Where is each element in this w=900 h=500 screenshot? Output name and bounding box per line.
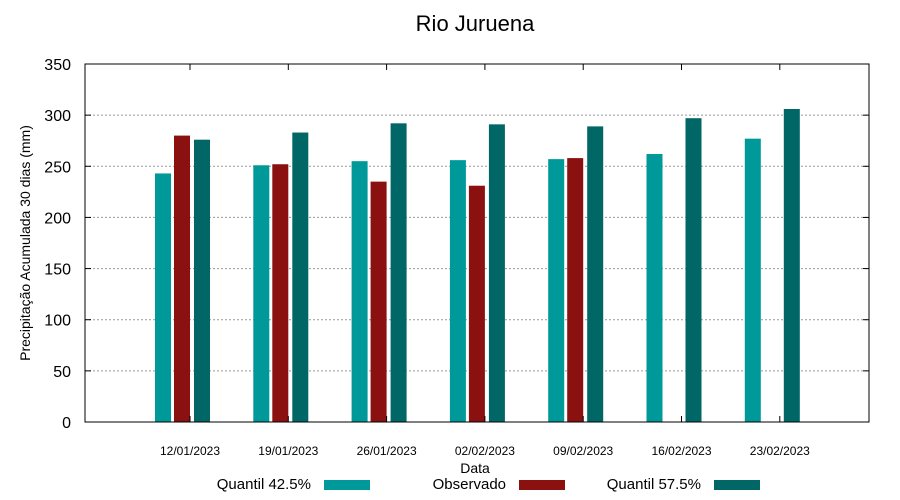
x-tick-label: 02/02/2023 bbox=[455, 444, 515, 458]
legend-label: Observado bbox=[433, 476, 506, 493]
x-tick-label: 12/01/2023 bbox=[160, 444, 220, 458]
legend-label: Quantil 42.5% bbox=[217, 476, 311, 493]
legend-swatch bbox=[324, 480, 370, 490]
bar-2 bbox=[468, 185, 485, 422]
x-tick-label: 19/01/2023 bbox=[258, 444, 318, 458]
legend: Quantil 42.5% Observado Quantil 57.5% bbox=[217, 476, 760, 493]
bar-3 bbox=[783, 109, 800, 423]
bar-1 bbox=[744, 138, 761, 422]
bar-3 bbox=[390, 123, 407, 422]
bar-1 bbox=[351, 161, 368, 422]
x-tick-label: 16/02/2023 bbox=[651, 444, 711, 458]
bar-3 bbox=[292, 132, 309, 422]
bar-1 bbox=[155, 173, 171, 422]
y-axis-label: Precipitação Acumulada 30 dias (mm) bbox=[17, 125, 33, 361]
bar-3 bbox=[685, 118, 702, 422]
bar-3 bbox=[194, 139, 210, 423]
y-tick-label: 0 bbox=[62, 415, 71, 432]
legend-label: Quantil 57.5% bbox=[607, 476, 701, 493]
bar-1 bbox=[253, 165, 270, 422]
x-tick-label: 26/01/2023 bbox=[357, 444, 417, 458]
legend-swatch bbox=[519, 480, 565, 490]
bar-2 bbox=[370, 181, 387, 422]
legend-swatch bbox=[714, 480, 760, 490]
y-tick-label: 300 bbox=[44, 108, 71, 125]
y-tick-label: 200 bbox=[44, 210, 71, 227]
bars bbox=[155, 109, 800, 423]
y-tick-label: 150 bbox=[44, 262, 71, 279]
x-tick-label: 23/02/2023 bbox=[750, 444, 810, 458]
bar-2 bbox=[272, 164, 289, 423]
y-tick-label: 50 bbox=[53, 364, 71, 381]
bar-1 bbox=[449, 160, 466, 423]
chart-title: Rio Juruena bbox=[416, 11, 535, 36]
x-tick-label: 09/02/2023 bbox=[553, 444, 613, 458]
bar-3 bbox=[587, 126, 604, 422]
bar-1 bbox=[548, 159, 565, 422]
x-axis-label: Data bbox=[460, 460, 490, 476]
bar-2 bbox=[174, 135, 190, 422]
y-tick-label: 250 bbox=[44, 159, 71, 176]
y-tick-label: 350 bbox=[44, 57, 71, 74]
bar-3 bbox=[488, 124, 505, 422]
bar-2 bbox=[567, 158, 584, 423]
plot-frame bbox=[84, 63, 870, 423]
bar-1 bbox=[646, 154, 663, 423]
y-axis-ticks: 0 50 100 150 200 250 300 350 bbox=[44, 57, 869, 432]
y-tick-label: 100 bbox=[44, 313, 71, 330]
x-axis-ticks: 12/01/2023 19/01/2023 26/01/2023 02/02/2023… bbox=[160, 64, 810, 458]
